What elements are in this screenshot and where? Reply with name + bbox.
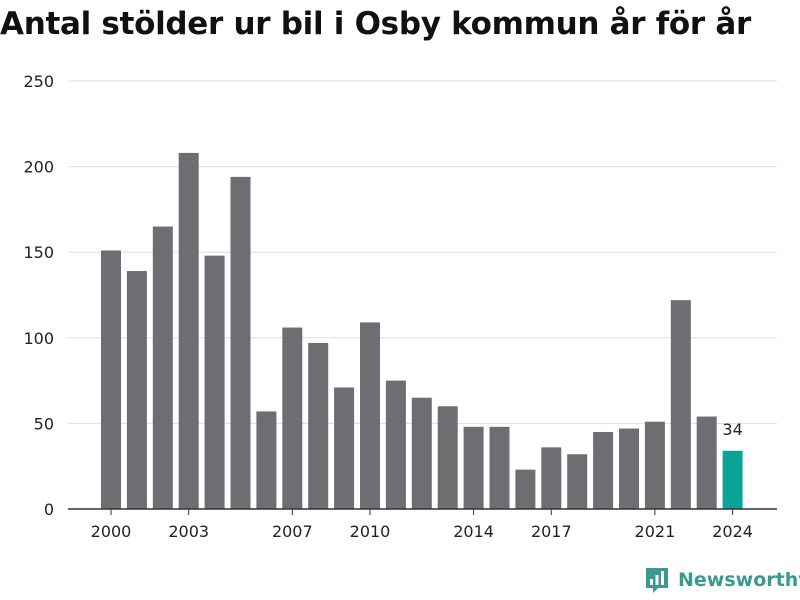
- bar-2023: [696, 416, 717, 509]
- gridlines: [68, 80, 777, 424]
- bar-2017: [541, 447, 562, 509]
- bar-2024: [722, 450, 743, 509]
- bar-2002: [152, 226, 173, 509]
- bars: [101, 152, 743, 510]
- y-tick-label: 250: [23, 72, 54, 91]
- bar-2000: [101, 250, 121, 509]
- bar-2011: [385, 380, 406, 509]
- y-tick-label: 100: [23, 329, 54, 348]
- x-tick-label: 2000: [91, 522, 132, 541]
- bar-2018: [567, 454, 588, 509]
- chart-title: Antal stölder ur bil i Osby kommun år fö…: [0, 6, 751, 42]
- bar-2016: [515, 469, 536, 509]
- newsworthy-logo-icon: [646, 568, 668, 593]
- bar-2003: [178, 152, 199, 510]
- bar-2022: [670, 300, 691, 509]
- y-tick-label: 150: [23, 243, 54, 262]
- bar-2010: [360, 322, 380, 509]
- x-tick-label: 2021: [635, 522, 676, 541]
- bar-2013: [437, 406, 458, 509]
- data-label: 34: [722, 420, 742, 439]
- bar-2014: [463, 426, 484, 509]
- brand-logo: Newsworthy: [644, 566, 800, 594]
- y-axis-labels: 0 50 100 150 200 250: [23, 72, 54, 519]
- bar-2001: [126, 271, 147, 509]
- x-tick-label: 2003: [168, 522, 209, 541]
- x-tick-label: 2017: [531, 522, 572, 541]
- bar-2007: [282, 327, 303, 509]
- bar-2015: [489, 426, 510, 509]
- bar-2005: [230, 176, 251, 509]
- bar-2004: [204, 255, 225, 509]
- bar-2012: [411, 397, 432, 509]
- y-tick-label: 50: [34, 414, 54, 433]
- bar-2006: [256, 411, 277, 509]
- data-labels: 34: [722, 420, 742, 439]
- bar-2020: [619, 428, 639, 509]
- x-tick-label: 2007: [272, 522, 313, 541]
- bar-2021: [644, 421, 665, 509]
- bar-2008: [308, 342, 329, 509]
- x-tick-label: 2024: [712, 522, 753, 541]
- x-tick-label: 2010: [350, 522, 391, 541]
- x-axis: 2000 2003 2007 2010 2014 2017 2021 2024: [68, 508, 777, 541]
- y-tick-label: 0: [44, 500, 54, 519]
- bar-2009: [334, 387, 355, 509]
- bar-2019: [593, 431, 614, 509]
- y-tick-label: 200: [23, 158, 54, 177]
- brand-name: Newsworthy: [678, 569, 800, 591]
- x-tick-label: 2014: [453, 522, 494, 541]
